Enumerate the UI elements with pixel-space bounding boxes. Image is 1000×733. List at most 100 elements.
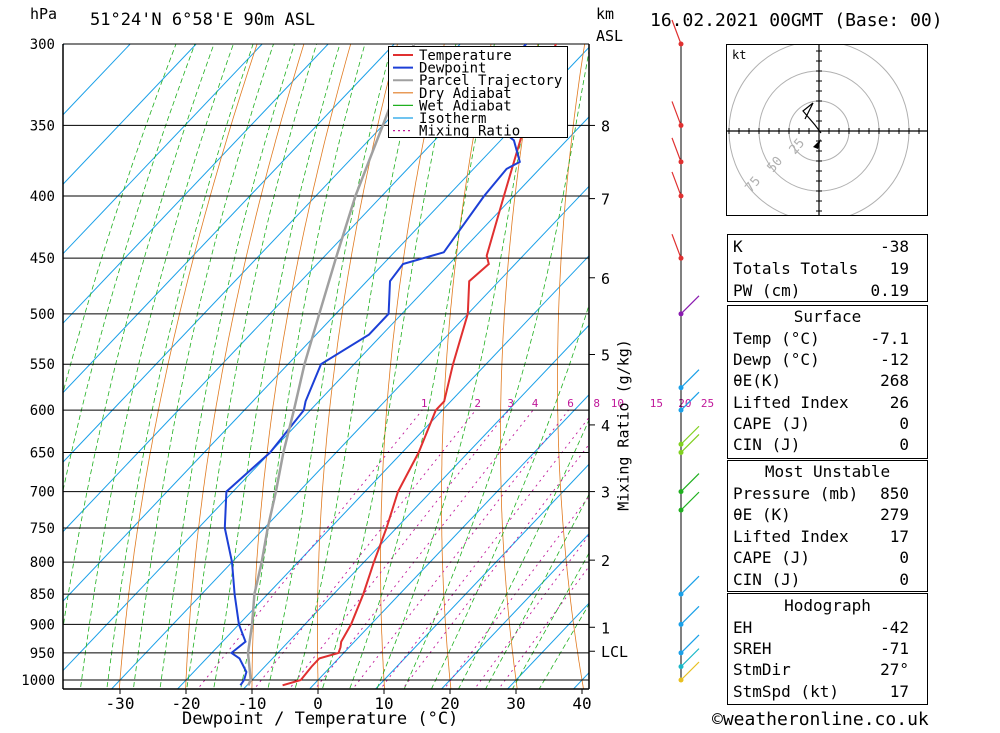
x-tick-label: -30 bbox=[106, 694, 135, 713]
mixing-ratio-line bbox=[379, 416, 589, 689]
dry-adiabat-line bbox=[958, 26, 1000, 711]
mu-value: 279 bbox=[880, 505, 909, 524]
index-label: PW (cm) bbox=[733, 281, 801, 300]
pressure-tick-label: 900 bbox=[30, 617, 55, 633]
x-tick-label: 30 bbox=[506, 694, 525, 713]
isotherm-line bbox=[63, 44, 527, 533]
pressure-unit: hPa bbox=[30, 5, 58, 23]
hodograph-trace bbox=[802, 102, 822, 134]
wind-barb bbox=[680, 425, 700, 445]
x-tick-label: -20 bbox=[172, 694, 201, 713]
mixing-ratio-line bbox=[402, 443, 589, 689]
legend-entry: Wet Adiabat bbox=[419, 98, 512, 114]
wind-barb bbox=[680, 295, 700, 315]
wind-barb bbox=[680, 648, 700, 668]
axes: -30 -20 -10 0 10 20 30 40 8 7 6 5 4 3 2 1 LCL 1 2 3 4 6 8 10 15 2… bbox=[62, 44, 714, 713]
wet-adiabat-line bbox=[132, 44, 274, 689]
temperature-line bbox=[282, 44, 557, 687]
mixing-ratio-line bbox=[288, 409, 510, 689]
wet-adiabat-line bbox=[63, 44, 215, 631]
pressure-tick-label: 600 bbox=[30, 403, 55, 419]
credit-link[interactable]: ©weatheronline.co.uk bbox=[712, 709, 929, 730]
wind-barb bbox=[680, 434, 700, 453]
km-tick-label: 7 bbox=[601, 191, 610, 209]
isotherm-line bbox=[63, 44, 395, 394]
wet-adiabat-line bbox=[376, 44, 540, 689]
index-label: Totals Totals bbox=[733, 259, 859, 278]
dry-adiabat-line bbox=[317, 44, 398, 689]
hodo-label: SREH bbox=[733, 639, 772, 658]
mixing-ratio-label: 10 bbox=[611, 397, 624, 410]
legend-entry: Parcel Trajectory bbox=[419, 73, 562, 89]
wet-adiabat-line bbox=[106, 44, 254, 689]
wind-barb bbox=[680, 634, 700, 654]
legend-entry: Isotherm bbox=[419, 111, 486, 127]
hodo-value: 27° bbox=[880, 660, 909, 679]
mu-value: 850 bbox=[880, 484, 909, 503]
hodo-value: 17 bbox=[889, 682, 909, 701]
wind-barb bbox=[671, 233, 682, 259]
mixing-ratio-line bbox=[197, 409, 423, 689]
isotherm-line bbox=[0, 26, 15, 711]
wind-barb bbox=[680, 661, 700, 681]
surface-label: Temp (°C) bbox=[733, 329, 820, 348]
index-value: -38 bbox=[880, 237, 909, 256]
legend-entry: Dewpoint bbox=[419, 61, 486, 77]
mixing-ratio-line bbox=[314, 409, 534, 689]
mixing-ratio-line bbox=[253, 409, 476, 689]
wind-barb bbox=[680, 369, 700, 389]
surface-value: 26 bbox=[889, 393, 909, 412]
mixing-ratio-label: 6 bbox=[567, 397, 574, 410]
mixing-ratio-axis-label: Mixing Ratio (g/kg) bbox=[614, 339, 633, 511]
mu-label: CIN (J) bbox=[733, 570, 801, 589]
most-unstable-panel: Most Unstable Pressure (mb) 850 θE (K) 279… bbox=[727, 460, 928, 592]
mixing-ratio-label: 8 bbox=[593, 397, 600, 410]
wet-adiabat-line bbox=[186, 44, 318, 689]
hodograph-indices-panel: Hodograph EH -42 SREH -71 StmDir 27° StmSpd… bbox=[727, 593, 928, 705]
wind-barb-column bbox=[671, 19, 700, 683]
pressure-tick-label: 800 bbox=[30, 555, 55, 571]
surface-title: Surface bbox=[793, 307, 862, 326]
mu-value: 0 bbox=[899, 548, 909, 567]
wet-adiabat-line bbox=[430, 303, 589, 689]
dry-adiabat-line bbox=[500, 44, 539, 689]
datetime-title: 16.02.2021 00GMT (Base: 00) bbox=[650, 10, 943, 31]
mu-label: CAPE (J) bbox=[733, 548, 811, 567]
mu-label: θE (K) bbox=[733, 505, 791, 524]
wet-adiabat-line bbox=[159, 44, 295, 689]
wind-barb bbox=[671, 101, 682, 126]
mu-value: 0 bbox=[899, 570, 909, 589]
pressure-tick-label: 700 bbox=[30, 485, 55, 501]
isotherm-line bbox=[63, 46, 589, 602]
mixing-ratio-label: 25 bbox=[701, 397, 714, 410]
asl-unit: ASL bbox=[596, 27, 624, 45]
mixing-ratio-label: 2 bbox=[474, 397, 481, 410]
isotherm-line bbox=[63, 44, 197, 185]
isotherm-line bbox=[63, 44, 263, 255]
x-axis-label: Dewpoint / Temperature (°C) bbox=[182, 709, 459, 729]
isotherm-line bbox=[63, 44, 329, 324]
legend-entry: Dry Adiabat bbox=[419, 86, 512, 102]
mixing-ratio-line bbox=[352, 409, 569, 689]
dry-adiabat-line bbox=[185, 44, 305, 689]
isotherm-line bbox=[440, 533, 589, 689]
mixing-ratio-label: 4 bbox=[532, 397, 539, 410]
wet-adiabat-line bbox=[80, 44, 234, 689]
isotherm-line bbox=[308, 394, 589, 689]
legend-entry: Temperature bbox=[419, 48, 512, 64]
pressure-tick-label: 300 bbox=[30, 37, 55, 53]
isotherm-line bbox=[242, 324, 589, 689]
km-tick-label: 8 bbox=[601, 117, 610, 135]
index-value: 0.19 bbox=[870, 281, 909, 300]
background-lines bbox=[0, 26, 1000, 711]
dry-adiabat-line bbox=[380, 44, 445, 689]
wet-adiabat-line bbox=[63, 44, 196, 493]
storm-motion-marker bbox=[813, 139, 821, 149]
location-title: 51°24'N 6°58'E 90m ASL bbox=[90, 10, 316, 30]
hodograph-title: Hodograph bbox=[784, 596, 871, 615]
wind-barb bbox=[680, 605, 700, 625]
parcel-trajectory-line bbox=[246, 44, 416, 686]
